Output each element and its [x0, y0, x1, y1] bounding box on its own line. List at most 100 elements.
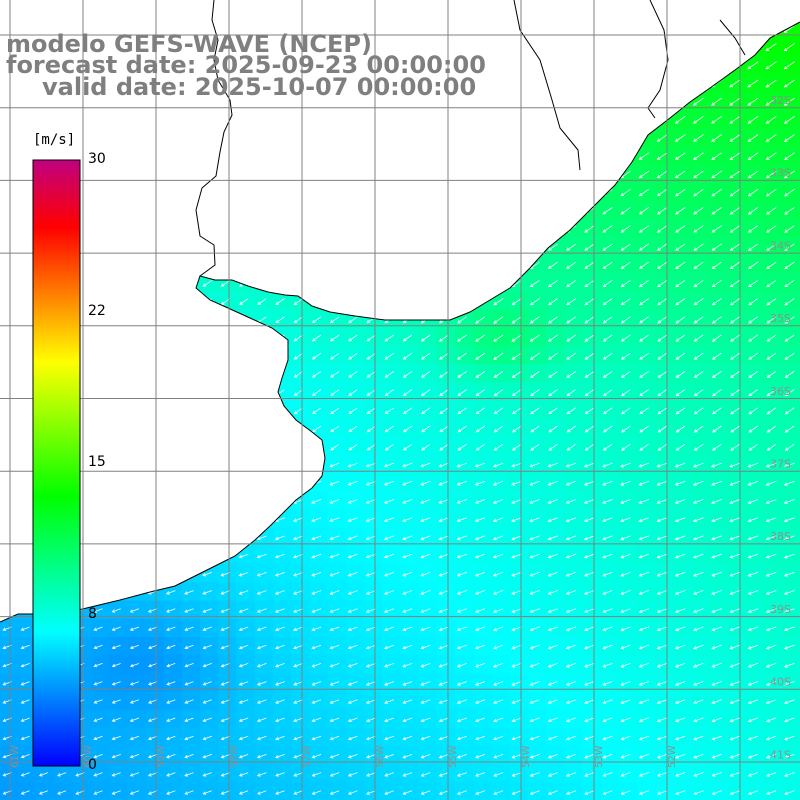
wind-arrow: [420, 717, 431, 723]
wind-arrow: [656, 590, 668, 595]
wind-arrow: [783, 553, 795, 559]
wind-arrow: [438, 772, 449, 777]
wind-arrow: [729, 590, 741, 595]
wind-arrow: [693, 535, 704, 541]
wind-cell: [382, 327, 401, 347]
wind-arrow: [329, 772, 340, 777]
wind-cell: [691, 163, 711, 183]
wind-arrow: [384, 608, 395, 613]
wind-arrow: [347, 572, 358, 577]
wind-arrow: [275, 754, 285, 759]
wind-arrow: [438, 735, 449, 741]
wind-arrow: [275, 717, 285, 722]
wind-arrow: [675, 225, 686, 233]
wind-cell: [527, 436, 547, 456]
wind-cell: [491, 436, 511, 456]
wind-arrow: [621, 371, 631, 378]
wind-arrow: [293, 572, 304, 577]
wind-arrow: [529, 499, 540, 504]
wind-arrow: [293, 735, 303, 741]
wind-arrow: [274, 553, 285, 559]
wind-cell: [291, 364, 310, 383]
wind-arrow: [511, 699, 522, 704]
wind-arrow: [657, 407, 668, 415]
wind-cell: [637, 236, 656, 256]
wind-arrow: [693, 389, 704, 397]
wind-cell: [455, 436, 474, 456]
wind-arrow: [639, 352, 649, 360]
wind-cell: [728, 364, 747, 383]
wind-arrow: [329, 735, 340, 741]
wind-arrow: [620, 225, 631, 233]
wind-cell: [691, 236, 711, 256]
wind-arrow: [766, 772, 777, 777]
wind-arrow: [548, 389, 558, 397]
wind-arrow: [584, 626, 595, 632]
wind-arrow: [420, 608, 431, 613]
wind-arrow: [93, 735, 103, 741]
wind-arrow: [312, 389, 322, 396]
wind-arrow: [784, 207, 795, 215]
wind-arrow: [729, 97, 741, 106]
wind-arrow: [711, 243, 722, 251]
wind-arrow: [766, 407, 777, 415]
wind-arrow: [602, 462, 613, 468]
wind-arrow: [621, 425, 631, 433]
wind-arrow: [493, 535, 504, 541]
wind-arrow: [220, 681, 231, 686]
wind-cell: [728, 72, 747, 92]
wind-arrow: [730, 443, 740, 451]
wind-cell: [746, 382, 765, 401]
wind-arrow: [474, 553, 486, 559]
wind-arrow: [330, 352, 340, 360]
wind-arrow: [565, 681, 577, 686]
wind-arrow: [402, 754, 413, 759]
wind-arrow: [602, 753, 613, 759]
wind-arrow: [729, 207, 741, 215]
wind-cell: [91, 655, 110, 674]
wind-arrow: [421, 443, 431, 451]
wind-cell: [546, 418, 565, 438]
wind-arrow: [511, 590, 522, 595]
wind-arrow: [548, 316, 558, 324]
wind-cell: [637, 200, 656, 219]
wind-arrow: [784, 279, 795, 288]
wind-arrow: [257, 790, 267, 795]
wind-cell: [746, 218, 765, 238]
wind-arrow: [456, 553, 467, 559]
wind-arrow: [384, 571, 395, 577]
wind-arrow: [583, 535, 595, 541]
wind-arrow: [383, 462, 395, 468]
wind-arrow: [402, 480, 413, 486]
wind-cell: [564, 746, 583, 765]
wind-cell: [218, 673, 238, 693]
wind-cell: [364, 418, 383, 438]
wind-cell: [218, 709, 238, 729]
wind-cell: [345, 345, 365, 365]
wind-arrow: [166, 644, 176, 650]
wind-arrow: [384, 334, 394, 342]
wind-arrow: [566, 443, 576, 451]
wind-arrow: [656, 152, 668, 160]
wind-cell: [509, 364, 529, 383]
wind-arrow: [384, 389, 394, 396]
wind-arrow: [656, 753, 668, 759]
wind-arrow: [365, 626, 376, 632]
wind-arrow: [238, 663, 249, 668]
wind-arrow: [384, 371, 394, 378]
wind-arrow: [584, 735, 595, 741]
wind-arrow: [748, 407, 759, 415]
wind-arrow: [602, 517, 613, 522]
wind-cell: [618, 309, 638, 329]
longitude-label: 61W: [10, 745, 21, 768]
wind-arrow: [565, 590, 577, 595]
wind-arrow: [765, 571, 777, 577]
wind-arrow: [674, 662, 686, 668]
wind-arrow: [656, 225, 668, 233]
wind-arrow: [456, 608, 467, 613]
wind-arrow: [693, 772, 704, 777]
wind-arrow: [621, 389, 631, 397]
wind-arrow: [457, 334, 467, 342]
wind-cell: [345, 491, 365, 511]
wind-cell: [764, 345, 784, 365]
